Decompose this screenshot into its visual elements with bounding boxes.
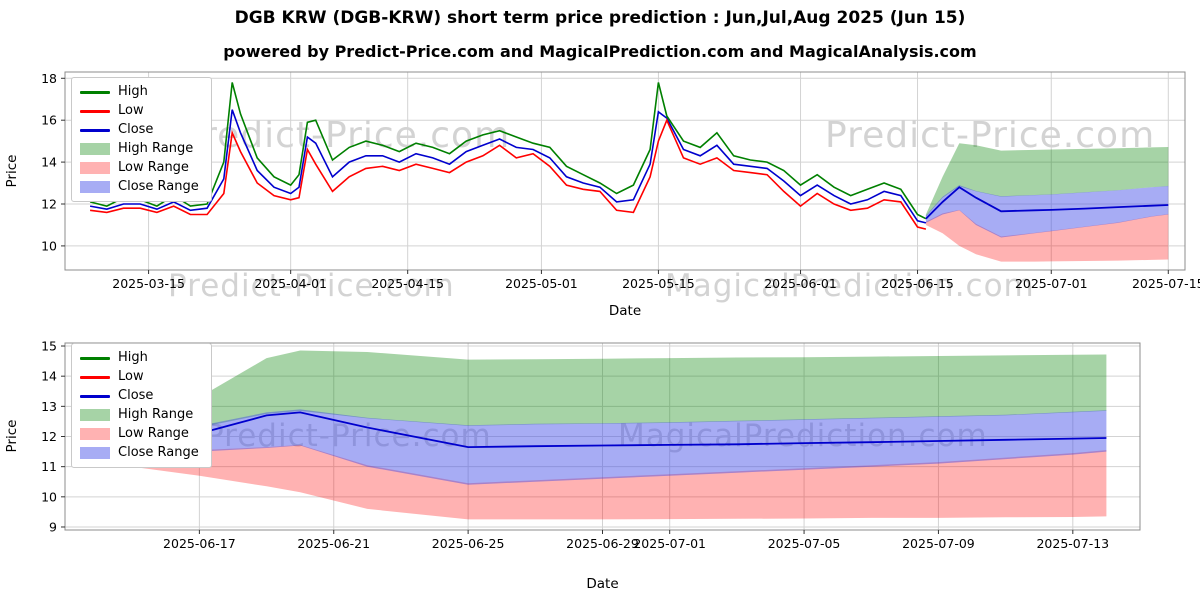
legend-line-swatch	[80, 90, 110, 94]
legend-line-swatch	[80, 356, 110, 360]
price-forecast-chart: 9 10 11 12 13 14 15 2025-06-17 2025-06-21 2025-06…	[41, 339, 1141, 551]
gridlines	[65, 72, 1185, 270]
legend-label: Close	[118, 122, 154, 137]
y-tick-label: 11	[41, 459, 57, 474]
y-tick-label: 12	[41, 429, 57, 444]
tick-labels: 9 10 11 12 13 14 15 2025-06-17 2025-06-21 2025-06…	[41, 339, 1109, 551]
y-tick-label: 18	[41, 71, 57, 86]
x-tick-label: 2025-03-15	[112, 276, 185, 291]
tick-marks	[61, 345, 1074, 534]
legend-patch-swatch	[80, 428, 110, 440]
x-tick-label: 2025-07-15	[1132, 276, 1200, 291]
y-tick-label: 15	[41, 339, 57, 354]
legend-line-swatch	[80, 375, 110, 379]
y-axis-label-bottom: Price	[4, 419, 20, 453]
legend-item-low-range: Low Range	[80, 426, 199, 442]
chart-subtitle: powered by Predict-Price.com and Magical…	[223, 42, 977, 61]
tick-marks	[61, 77, 1169, 274]
x-tick-label: 2025-07-13	[1036, 536, 1109, 551]
x-tick-label: 2025-06-17	[163, 536, 236, 551]
x-tick-label: 2025-04-15	[371, 276, 444, 291]
legend-label: High	[118, 84, 148, 99]
legend-item-close: Close	[80, 122, 199, 138]
forecast-bands	[132, 350, 1107, 520]
plot-border	[64, 71, 1186, 271]
x-tick-label: 2025-04-01	[254, 276, 327, 291]
y-tick-label: 14	[41, 369, 57, 384]
series-lines	[131, 411, 1107, 463]
x-tick-label: 2025-06-25	[432, 536, 505, 551]
legend-label: Close	[118, 388, 154, 403]
gridlines	[65, 343, 1140, 530]
legend-top: High Low Close High Range Low Range Close Ran…	[71, 77, 212, 202]
legend-label: Low Range	[118, 160, 189, 175]
chart-title: DGB KRW (DGB-KRW) short term price predi…	[234, 8, 966, 28]
high_range-area	[925, 143, 1169, 217]
legend-item-high: High	[80, 350, 199, 366]
legend-label: High Range	[118, 407, 194, 422]
y-axis-label-top: Price	[4, 154, 20, 188]
legend-item-close-range: Close Range	[80, 445, 199, 461]
y-tick-label: 16	[41, 113, 57, 128]
legend-line-swatch	[80, 128, 110, 132]
legend-item-close: Close	[80, 388, 199, 404]
close-line	[89, 109, 927, 224]
x-tick-label: 2025-05-01	[505, 276, 578, 291]
legend-label: Close Range	[118, 445, 199, 460]
x-tick-label: 2025-06-21	[297, 536, 370, 551]
x-tick-label: 2025-06-15	[881, 276, 954, 291]
legend-patch-swatch	[80, 143, 110, 155]
legend-bottom: High Low Close High Range Low Range Close Ran…	[71, 343, 212, 468]
y-tick-label: 10	[41, 489, 57, 504]
legend-item-high-range: High Range	[80, 407, 199, 423]
series-lines	[89, 82, 1169, 230]
legend-label: Low Range	[118, 426, 189, 441]
tick-labels: 10 12 14 16 18 2025-03-15 2025-04-01 2025-04-15…	[41, 71, 1200, 291]
legend-label: Low	[118, 369, 144, 384]
forecast-close-line	[131, 411, 1107, 463]
low-line	[90, 118, 927, 230]
high-line	[89, 82, 927, 220]
legend-patch-swatch	[80, 409, 110, 421]
x-axis-label-top: Date	[608, 303, 642, 319]
x-tick-label: 2025-06-29	[566, 536, 639, 551]
legend-patch-swatch	[80, 162, 110, 174]
legend-line-swatch	[80, 394, 110, 398]
legend-item-high: High	[80, 84, 199, 100]
high_range-area	[132, 350, 1107, 458]
low_range-area	[925, 209, 1169, 262]
x-tick-label: 2025-05-15	[622, 276, 695, 291]
low_range-area	[132, 444, 1107, 520]
legend-item-high-range: High Range	[80, 141, 199, 157]
x-axis-label-bottom: Date	[586, 576, 619, 592]
y-tick-label: 13	[41, 399, 57, 414]
legend-line-swatch	[80, 109, 110, 113]
x-tick-label: 2025-06-01	[764, 276, 837, 291]
legend-patch-swatch	[80, 447, 110, 459]
legend-label: High	[118, 350, 148, 365]
y-tick-label: 12	[41, 197, 57, 212]
legend-label: Close Range	[118, 179, 199, 194]
y-tick-label: 9	[49, 519, 57, 534]
price-history-chart: 10 12 14 16 18 2025-03-15 2025-04-01 2025-04-15…	[41, 71, 1200, 291]
legend-item-low: Low	[80, 369, 199, 385]
forecast-close-line	[925, 186, 1169, 220]
close_range-area	[925, 185, 1169, 238]
y-tick-label: 10	[41, 238, 57, 253]
x-tick-label: 2025-07-01	[1015, 276, 1088, 291]
legend-item-low: Low	[80, 103, 199, 119]
legend-label: Low	[118, 103, 144, 118]
y-tick-label: 14	[41, 155, 57, 170]
x-tick-label: 2025-07-01	[633, 536, 706, 551]
legend-patch-swatch	[80, 181, 110, 193]
legend-item-close-range: Close Range	[80, 179, 199, 195]
x-tick-label: 2025-07-09	[902, 536, 975, 551]
forecast-bands	[925, 143, 1169, 262]
legend-label: High Range	[118, 141, 194, 156]
legend-item-low-range: Low Range	[80, 160, 199, 176]
x-tick-label: 2025-07-05	[768, 536, 841, 551]
